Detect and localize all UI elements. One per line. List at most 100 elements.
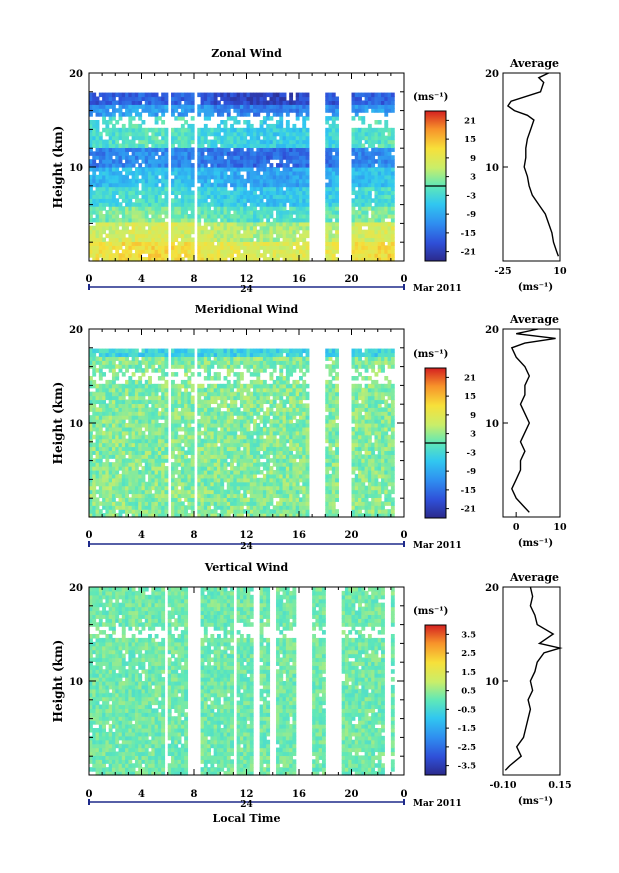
heatmap-cell	[148, 387, 152, 393]
heatmap-cell	[141, 352, 146, 358]
heatmap-cell	[115, 419, 120, 424]
heatmap-cell	[171, 241, 175, 246]
heatmap-cell	[190, 364, 195, 369]
heatmap-cell	[134, 159, 139, 164]
heatmap-cell	[148, 407, 152, 412]
heatmap-cell	[164, 513, 169, 518]
heatmap-cell	[98, 202, 103, 207]
heatmap-cell	[141, 403, 146, 408]
heatmap-cell	[367, 170, 372, 176]
heatmap-cell	[285, 237, 290, 243]
heatmap-cell	[233, 501, 238, 506]
heatmap-cell	[184, 493, 189, 499]
heatmap-cell	[95, 446, 100, 452]
heatmap-cell	[269, 170, 274, 176]
heatmap-cell	[266, 210, 271, 215]
heatmap-cell	[148, 253, 152, 258]
heatmap-cell	[98, 186, 103, 192]
heatmap-cell	[279, 116, 284, 121]
heatmap-cell	[285, 131, 290, 137]
heatmap-cell	[335, 245, 339, 250]
heatmap-cell	[89, 450, 93, 455]
heatmap-cell	[331, 147, 336, 152]
heatmap-cell	[148, 411, 152, 416]
heatmap-cell	[249, 108, 254, 113]
heatmap-cell	[364, 131, 369, 137]
heatmap-cell	[269, 229, 274, 235]
heatmap-cell	[236, 509, 241, 514]
heatmap-cell	[223, 174, 228, 180]
heatmap-cell	[390, 237, 395, 243]
heatmap-cell	[292, 249, 297, 254]
heatmap-cell	[289, 225, 294, 231]
heatmap-cell	[262, 155, 267, 160]
heatmap-cell	[128, 473, 133, 479]
heatmap-cell	[213, 497, 218, 502]
heatmap-cell	[180, 92, 185, 98]
heatmap-cell	[197, 174, 202, 180]
heatmap-cell	[98, 221, 103, 227]
heatmap-cell	[95, 163, 100, 168]
heatmap-cell	[266, 123, 271, 129]
heatmap-cell	[197, 143, 202, 149]
heatmap-cell	[331, 178, 336, 184]
heatmap-cell	[105, 360, 110, 365]
heatmap-cell	[197, 241, 202, 246]
heatmap-cell	[138, 462, 143, 467]
heatmap-cell	[164, 225, 169, 231]
heatmap-cell	[121, 399, 126, 405]
heatmap-cell	[161, 407, 166, 412]
heatmap-cell	[128, 434, 133, 440]
heatmap-cell	[184, 92, 189, 98]
heatmap-cell	[236, 155, 241, 160]
heatmap-cell	[216, 462, 221, 467]
heatmap-cell	[154, 360, 159, 365]
heatmap-cell	[259, 147, 264, 152]
heatmap-cell	[377, 249, 382, 254]
heatmap-cell	[230, 415, 234, 420]
heatmap-cell	[387, 100, 392, 105]
heatmap-cell	[171, 513, 175, 518]
heatmap-cell	[249, 159, 254, 164]
heatmap-cell	[367, 163, 372, 168]
heatmap-cell	[210, 245, 215, 250]
heatmap-cell	[351, 178, 356, 184]
heatmap-cell	[210, 194, 215, 199]
heatmap-cell	[184, 245, 189, 250]
heatmap-cell	[207, 493, 212, 499]
heatmap-cell	[364, 229, 369, 235]
heatmap-cell	[141, 229, 146, 235]
heatmap-cell	[381, 159, 385, 164]
heatmap-cell	[128, 253, 133, 258]
heatmap-cell	[233, 411, 238, 416]
heatmap-cell	[177, 403, 182, 408]
heatmap-cell	[118, 403, 123, 408]
heatmap-cell	[111, 221, 116, 227]
heatmap-cell	[92, 442, 97, 448]
heatmap-cell	[279, 108, 284, 113]
heatmap-cell	[144, 163, 149, 168]
heatmap-cell	[335, 147, 339, 152]
heatmap-cell	[154, 505, 159, 510]
heatmap-cell	[226, 481, 231, 487]
heatmap-cell	[213, 419, 218, 424]
heatmap-cell	[141, 450, 146, 455]
heatmap-cell	[236, 210, 241, 215]
heatmap-cell	[197, 505, 202, 510]
heatmap-cell	[203, 217, 208, 223]
heatmap-cell	[282, 139, 287, 145]
heatmap-cell	[364, 104, 369, 109]
heatmap-cell	[361, 108, 366, 113]
heatmap-cell	[328, 257, 333, 262]
heatmap-cell	[203, 233, 208, 239]
heatmap-cell	[148, 434, 152, 440]
heatmap-cell	[233, 214, 238, 219]
heatmap-cell	[108, 194, 113, 199]
heatmap-cell	[358, 116, 362, 121]
heatmap-cell	[164, 170, 169, 176]
heatmap-cell	[108, 178, 113, 184]
heatmap-cell	[138, 379, 143, 385]
heatmap-cell	[154, 139, 159, 145]
heatmap-cell	[98, 194, 103, 199]
heatmap-cell	[92, 92, 97, 98]
